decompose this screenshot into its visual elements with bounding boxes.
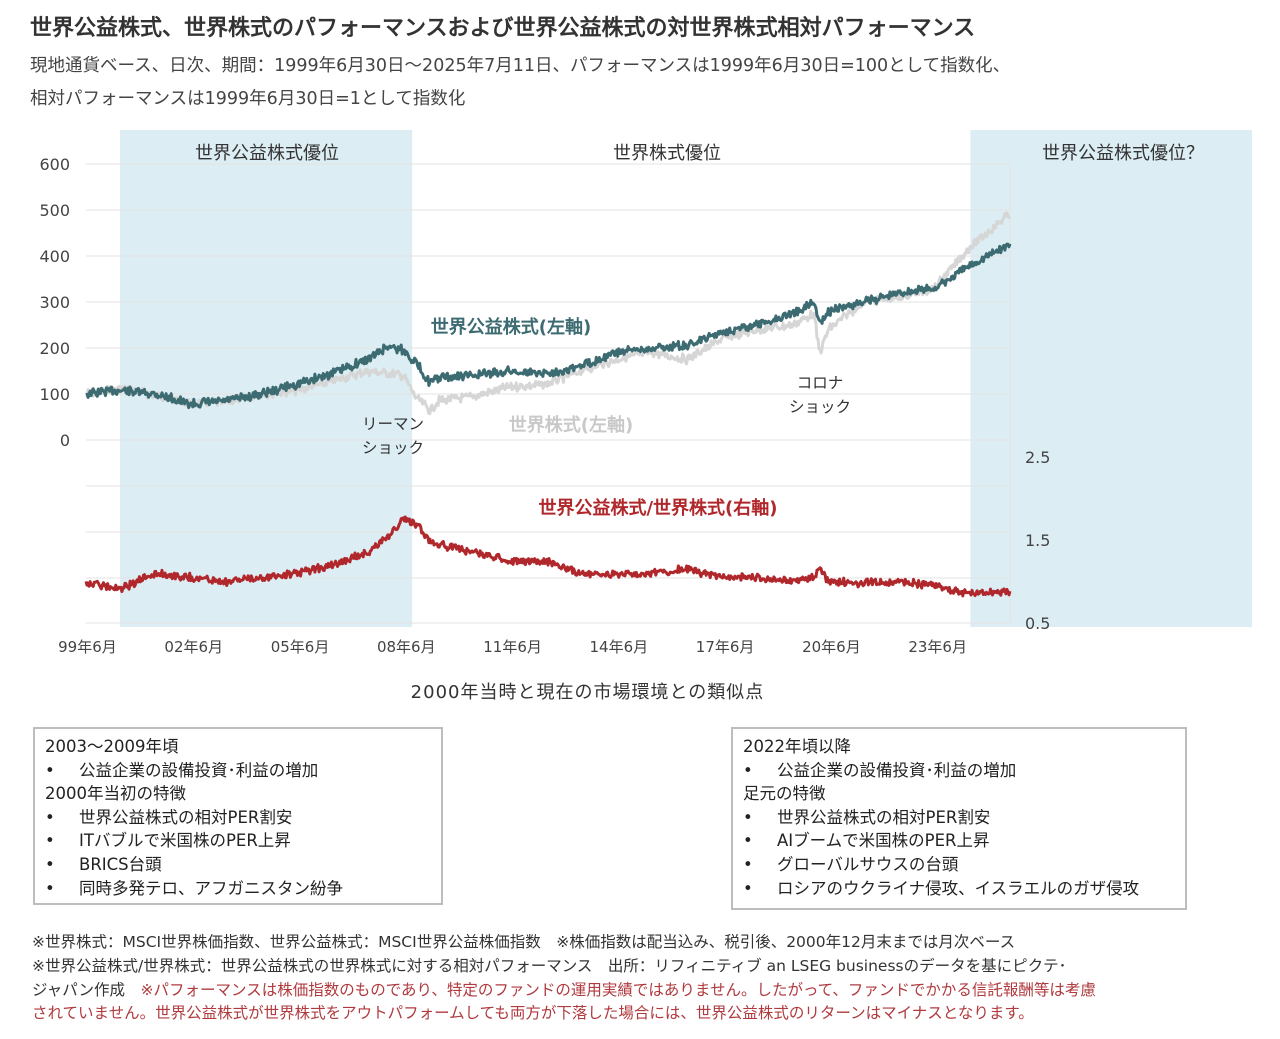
footnote-line-3-black: ジャパン作成 — [32, 981, 141, 999]
box-heading: 2022年頃以降 — [743, 737, 851, 756]
bullet-item: • AIブームで米国株のPER上昇 — [743, 829, 1175, 853]
bullet-item: • 公益企業の設備投資･利益の増加 — [45, 759, 431, 783]
annotation-label: ショック — [789, 398, 851, 416]
footnote-line-3: ジャパン作成 ※パフォーマンスは株価指数のものであり、特定のファンドの運用実績で… — [32, 978, 1096, 1000]
annotation-label: コロナ — [797, 374, 844, 392]
left-axis-tick-label: 300 — [39, 293, 70, 312]
footnote-line-2: ※世界公益株式/世界株式：世界公益株式の世界株式に対する相対パフォーマンス 出所… — [32, 957, 1067, 975]
bullet-item: • ロシアのウクライナ侵攻、イスラエルのガザ侵攻 — [743, 877, 1175, 901]
right-axis-tick-label: 2.5 — [1025, 448, 1050, 467]
bullet-text: 世界公益株式の相対PER割安 — [777, 807, 991, 827]
x-axis-tick-label: 23年6月 — [908, 638, 967, 656]
bullet-text: 同時多発テロ、アフガニスタン紛争 — [79, 878, 343, 898]
series-label-world-utilities: 世界公益株式(左軸) — [431, 316, 591, 338]
bullet-text: 世界公益株式の相対PER割安 — [79, 807, 293, 827]
x-axis-tick-label: 14年6月 — [590, 638, 649, 656]
series-line-world-utilities — [85, 242, 1012, 410]
footnote-line-3-red: ※パフォーマンスは株価指数のものであり、特定のファンドの運用実績ではありません。… — [140, 981, 1096, 999]
bullet-text: ロシアのウクライナ侵攻、イスラエルのガザ侵攻 — [777, 878, 1140, 898]
left-axis-tick-label: 600 — [39, 155, 70, 174]
box-2000-era: 2003～2009年頃 • 公益企業の設備投資･利益の増加 2000年当初の特徴 • 世界… — [33, 727, 443, 905]
bullet-dot: • — [743, 854, 753, 874]
bullet-item: • 公益企業の設備投資･利益の増加 — [743, 759, 1175, 783]
bullet-item: • グローバルサウスの台頭 — [743, 853, 1175, 877]
footnote-line-1: ※世界株式：MSCI世界株価指数、世界公益株式：MSCI世界公益株価指数 ※株価… — [32, 933, 1016, 951]
series-label-world-equity: 世界株式(左軸) — [509, 414, 633, 436]
bullet-text: グローバルサウスの台頭 — [777, 854, 959, 874]
bullet-text: 公益企業の設備投資･利益の増加 — [79, 760, 319, 780]
bullet-dot: • — [45, 854, 55, 874]
left-axis-tick-label: 0 — [60, 431, 70, 450]
bullet-text: ITバブルで米国株のPER上昇 — [79, 831, 291, 851]
x-axis-tick-label: 11年6月 — [483, 638, 542, 656]
left-axis-tick-label: 500 — [39, 201, 70, 220]
page-title: 世界公益株式、世界株式のパフォーマンスおよび世界公益株式の対世界株式相対パフォー… — [30, 16, 976, 41]
section-title: 2000年当時と現在の市場環境との類似点 — [410, 682, 765, 703]
bullet-item: • 同時多発テロ、アフガニスタン紛争 — [45, 877, 431, 901]
bullet-dot: • — [45, 831, 55, 851]
region-label-utility-lead-question: 世界公益株式優位？ — [1042, 143, 1204, 164]
x-axis-tick-label: 08年6月 — [377, 638, 436, 656]
performance-chart: 0 100 200 300 400 500 600 0.5 1.5 2.5 99年6月 02年6月 05… — [39, 130, 1252, 656]
bullet-item: • ITバブルで米国株のPER上昇 — [45, 829, 431, 853]
bullet-dot: • — [743, 807, 753, 827]
left-axis-tick-label: 400 — [39, 247, 70, 266]
bullet-text: BRICS台頭 — [79, 854, 162, 874]
box-heading: 2003～2009年頃 — [45, 737, 179, 756]
box-current-era: 2022年頃以降 • 公益企業の設備投資･利益の増加足元の特徴 • 世界公益株式の相対P… — [731, 727, 1187, 910]
bullet-dot: • — [45, 878, 55, 898]
bullet-dot: • — [743, 760, 753, 780]
bullet-text: 公益企業の設備投資･利益の増加 — [777, 760, 1017, 780]
x-axis-tick-label: 05年6月 — [271, 638, 330, 656]
series-line-relative-performance — [84, 515, 1012, 598]
annotation-label: リーマン — [362, 415, 424, 433]
subtitle-line-1: 現地通貨ベース、日次、期間：1999年6月30日～2025年7月11日、パフォー… — [30, 56, 1011, 76]
bullet-text: AIブームで米国株のPER上昇 — [777, 831, 990, 851]
region-label-world-lead: 世界株式優位 — [613, 143, 721, 164]
shaded-region-utility-lead-question — [970, 130, 1252, 627]
bullet-dot: • — [45, 807, 55, 827]
region-label-utility-lead: 世界公益株式優位 — [195, 143, 339, 164]
x-axis-tick-label: 20年6月 — [802, 638, 861, 656]
box-heading: 2000年当初の特徴 — [45, 784, 186, 804]
subtitle-line-2: 相対パフォーマンスは1999年6月30日=1として指数化 — [30, 89, 466, 109]
bullet-dot: • — [743, 878, 753, 898]
footnote-line-4: されていません。世界公益株式が世界株式をアウトパフォームしても両方が下落した場合… — [32, 1004, 1034, 1022]
x-axis-tick-label: 02年6月 — [164, 638, 223, 656]
bullet-item: • 世界公益株式の相対PER割安 — [45, 806, 431, 830]
left-axis-tick-label: 200 — [39, 339, 70, 358]
x-axis-tick-label: 99年6月 — [58, 638, 117, 656]
bullet-dot: • — [743, 831, 753, 851]
left-axis-tick-label: 100 — [39, 385, 70, 404]
bullet-item: • 世界公益株式の相対PER割安 — [743, 806, 1175, 830]
bullet-dot: • — [45, 760, 55, 780]
x-axis-tick-label: 17年6月 — [696, 638, 755, 656]
shaded-region-utility-lead — [119, 130, 413, 627]
right-axis-tick-label: 0.5 — [1025, 614, 1050, 633]
bullet-item: • BRICS台頭 — [45, 853, 431, 877]
series-label-relative-performance: 世界公益株式/世界株式(右軸) — [538, 497, 777, 519]
right-axis-tick-label: 1.5 — [1025, 531, 1050, 550]
box-heading: 足元の特徴 — [743, 784, 826, 804]
annotation-label: ショック — [362, 439, 424, 457]
